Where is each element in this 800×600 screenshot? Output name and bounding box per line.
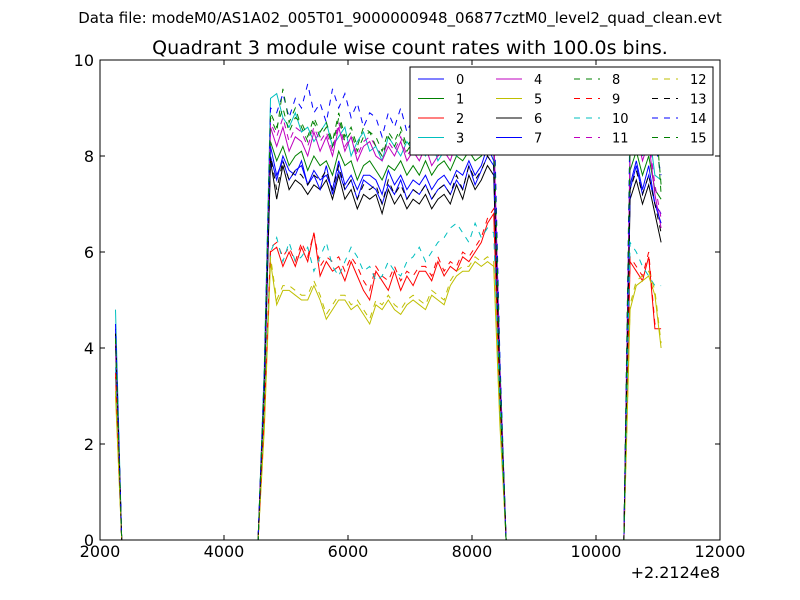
x-tick-label: 12000 — [695, 542, 746, 561]
legend-label-9: 9 — [612, 93, 620, 108]
x-offset-label: +2.2124e8 — [631, 563, 720, 582]
x-tick-label: 2000 — [80, 542, 121, 561]
legend-label-7: 7 — [534, 132, 542, 147]
series-lines-layer — [115, 82, 662, 541]
x-tick-label: 10000 — [571, 542, 622, 561]
legend-label-1: 1 — [456, 93, 464, 108]
legend-label-3: 3 — [456, 132, 464, 147]
legend-label-10: 10 — [612, 112, 629, 127]
series-line-5 — [115, 260, 662, 541]
x-tick-label: 4000 — [204, 542, 245, 561]
legend-label-6: 6 — [534, 112, 542, 127]
series-line-8 — [115, 102, 662, 541]
y-tick-label: 2 — [84, 435, 94, 454]
legend-label-4: 4 — [534, 73, 542, 88]
legend-label-11: 11 — [612, 132, 629, 147]
legend-label-0: 0 — [456, 73, 464, 88]
y-tick-label: 4 — [84, 339, 94, 358]
series-line-2 — [115, 211, 662, 541]
series-line-1 — [115, 140, 662, 541]
y-tick-label: 10 — [74, 51, 94, 70]
series-line-10 — [115, 221, 662, 541]
series-line-7 — [115, 146, 662, 541]
series-line-0 — [115, 144, 662, 541]
legend-label-14: 14 — [690, 112, 707, 127]
plot-frame — [99, 59, 721, 541]
legend-label-8: 8 — [612, 73, 620, 88]
series-line-12 — [115, 256, 662, 541]
legend-label-15: 15 — [690, 132, 707, 147]
legend-label-2: 2 — [456, 112, 464, 127]
series-line-3 — [115, 92, 662, 541]
series-line-15 — [115, 88, 662, 541]
x-tick-label: 8000 — [452, 542, 493, 561]
legend-label-5: 5 — [534, 93, 542, 108]
y-tick-label: 0 — [84, 531, 94, 550]
series-line-13 — [115, 154, 662, 541]
figure-suptitle: Data file: modeM0/AS1A02_005T01_90000009… — [78, 9, 722, 28]
legend-label-12: 12 — [690, 73, 707, 88]
y-tick-label: 6 — [84, 243, 94, 262]
x-tick-label: 6000 — [328, 542, 369, 561]
legend-label-13: 13 — [690, 93, 707, 108]
y-tick-label: 8 — [84, 147, 94, 166]
series-line-6 — [115, 160, 662, 541]
legend-box — [409, 66, 714, 156]
chart-title: Quadrant 3 module wise count rates with … — [152, 37, 668, 59]
series-line-9 — [115, 207, 662, 541]
